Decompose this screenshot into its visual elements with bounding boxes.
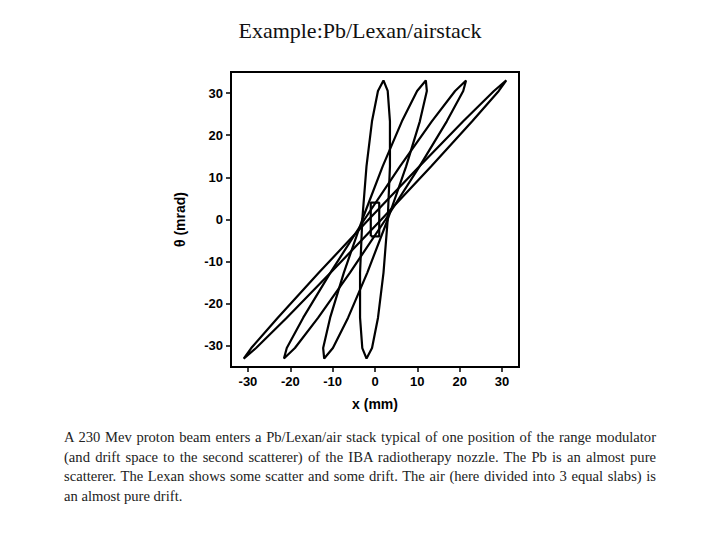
svg-text:30: 30	[495, 374, 509, 389]
svg-text:10: 10	[209, 170, 223, 185]
svg-text:20: 20	[209, 128, 223, 143]
svg-text:Example:Pb/Lexan/airstack: Example:Pb/Lexan/airstack	[238, 18, 481, 43]
svg-text:20: 20	[452, 374, 466, 389]
svg-text:-10: -10	[204, 254, 223, 269]
svg-text:-30: -30	[204, 338, 223, 353]
svg-text:30: 30	[209, 86, 223, 101]
svg-text:0: 0	[371, 374, 378, 389]
svg-text:-20: -20	[281, 374, 300, 389]
html-text:A 230 Mev proton beam enters a: A 230 Mev proton beam enters a Pb/Lexan/…	[64, 429, 656, 504]
svg-text:10: 10	[410, 374, 424, 389]
svg-text:-20: -20	[204, 296, 223, 311]
svg-text:θ (mrad): θ (mrad)	[172, 192, 188, 247]
svg-text:0: 0	[216, 212, 223, 227]
svg-text:-30: -30	[239, 374, 258, 389]
svg-text:-10: -10	[323, 374, 342, 389]
svg-text:x (mm): x (mm)	[352, 396, 398, 412]
